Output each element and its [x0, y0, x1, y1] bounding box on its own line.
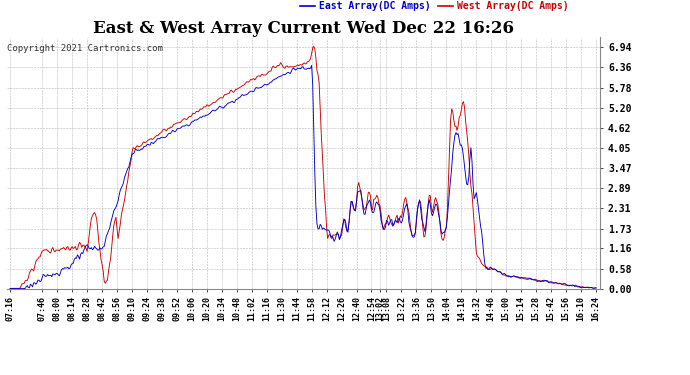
Title: East & West Array Current Wed Dec 22 16:26: East & West Array Current Wed Dec 22 16:…	[93, 20, 514, 38]
Text: Copyright 2021 Cartronics.com: Copyright 2021 Cartronics.com	[7, 44, 163, 52]
Legend: East Array(DC Amps), West Array(DC Amps): East Array(DC Amps), West Array(DC Amps)	[296, 0, 572, 15]
